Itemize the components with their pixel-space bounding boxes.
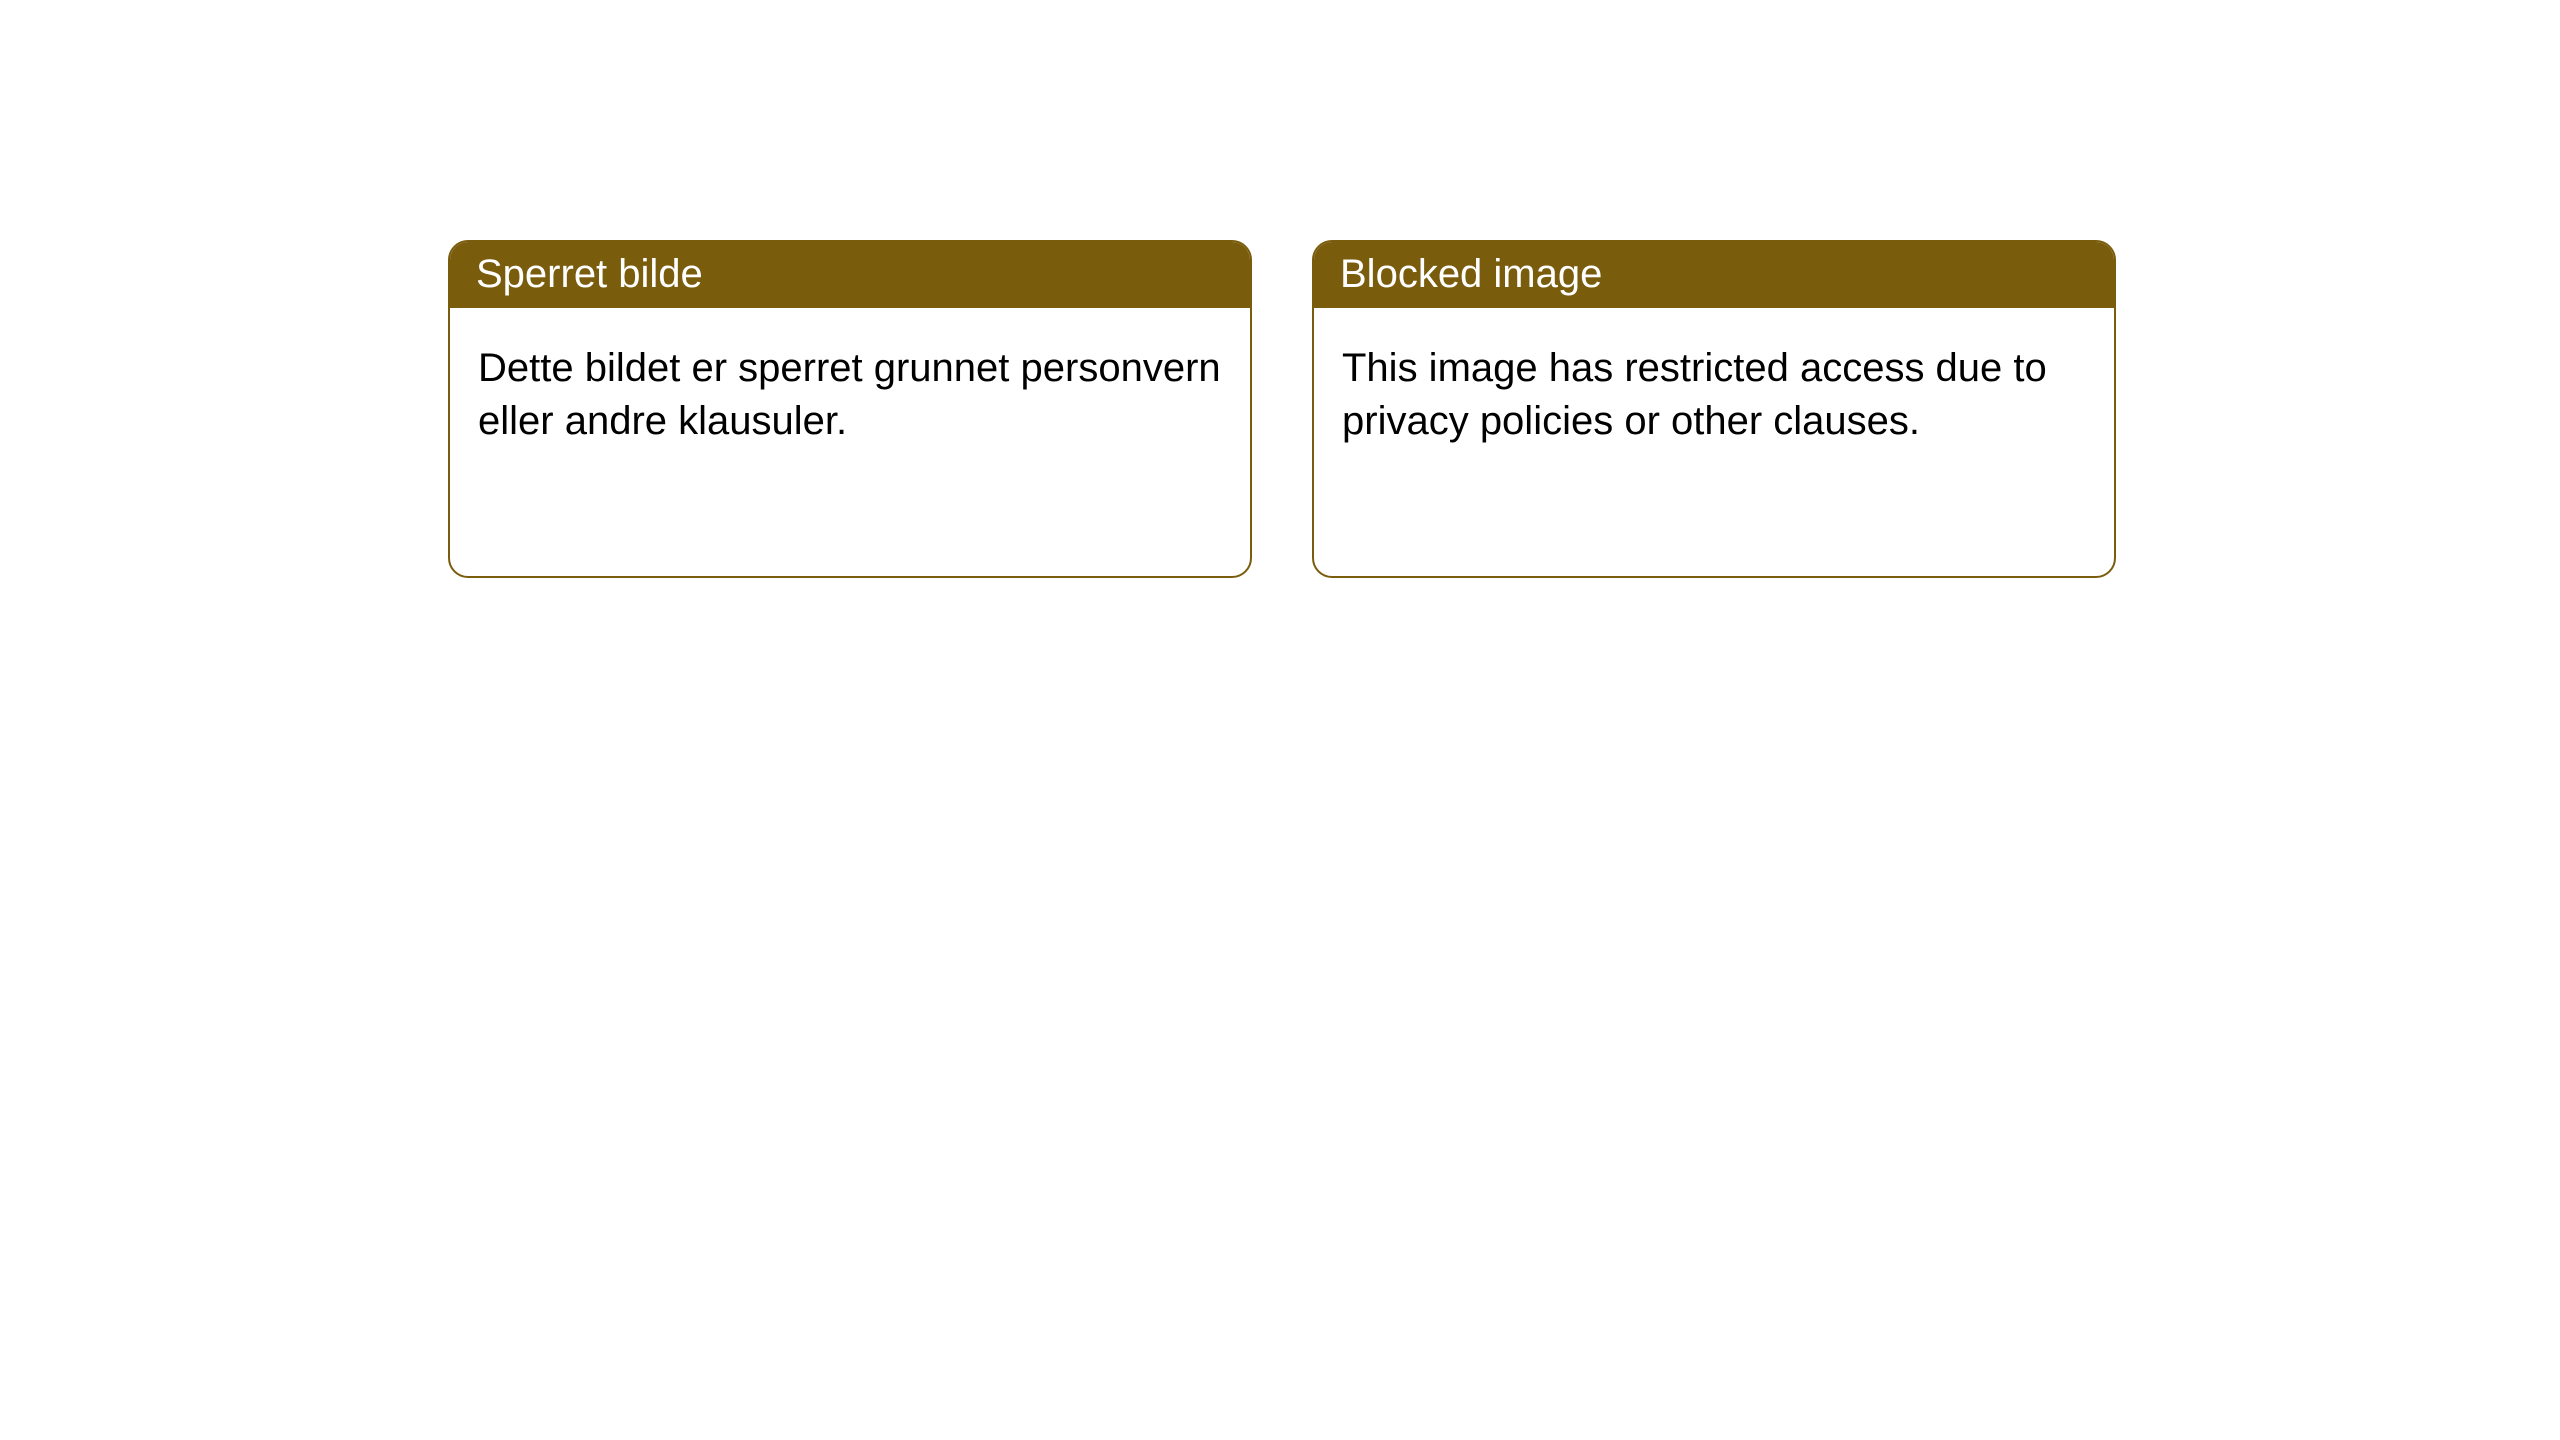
blocked-image-notices: Sperret bilde Dette bildet er sperret gr… xyxy=(448,240,2116,578)
notice-body-english: This image has restricted access due to … xyxy=(1314,308,2114,482)
notice-panel-norwegian: Sperret bilde Dette bildet er sperret gr… xyxy=(448,240,1252,578)
notice-body-norwegian: Dette bildet er sperret grunnet personve… xyxy=(450,308,1250,482)
notice-panel-english: Blocked image This image has restricted … xyxy=(1312,240,2116,578)
notice-title-english: Blocked image xyxy=(1314,242,2114,308)
notice-title-norwegian: Sperret bilde xyxy=(450,242,1250,308)
